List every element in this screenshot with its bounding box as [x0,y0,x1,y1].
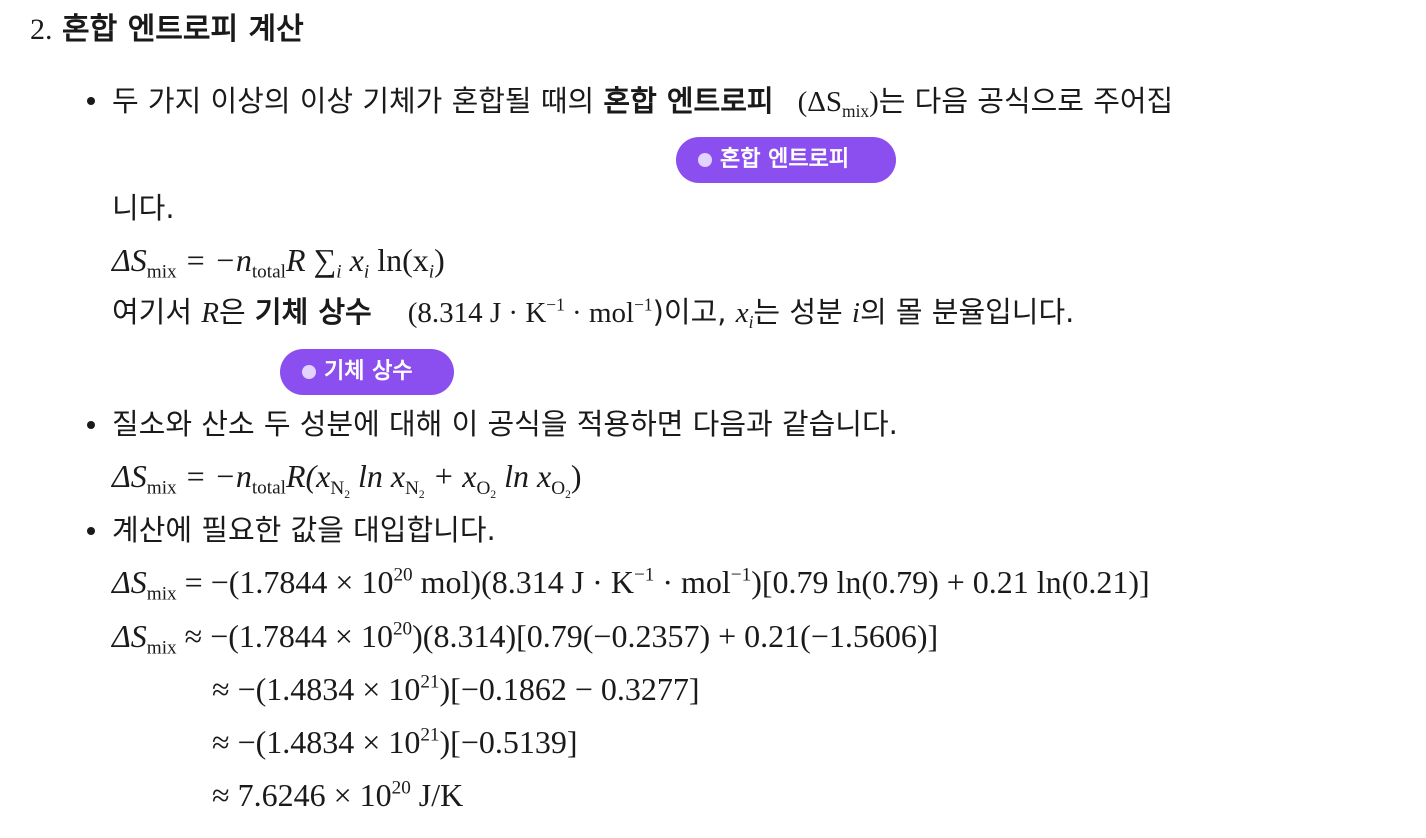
term-pill-gas-constant[interactable]: 기체 상수 [280,349,454,395]
pill-dot-icon [698,153,712,167]
bullet1-wrap: 니다. [112,191,175,225]
list-bullet [87,97,95,105]
gas-constant-note: 여기서 R은 기체 상수 (8.314 J · K−1 · mol−1)이고, x… [112,294,1075,333]
calc-line-4: ≈ −(1.4834 × 1021)[−0.5139] [212,724,578,760]
section-title: 혼합 엔트로피 계산 [62,12,304,47]
calc-line-1: ΔSmix = −(1.7844 × 1020 mol)(8.314 J · K… [112,564,1150,605]
section-heading: 2. 혼합 엔트로피 계산 [30,10,304,50]
pill-label: 혼합 엔트로피 [720,147,850,172]
term-gas-constant[interactable]: 기체 상수 [254,295,372,329]
bullet1-formula: (ΔSmix) [797,86,879,122]
list-bullet [87,527,95,535]
bullet3-text: 계산에 필요한 값을 대입합니다. [112,513,496,547]
bullet1-text-a: 두 가지 이상의 이상 기체가 혼합될 때의 [112,84,604,118]
section-number: 2. [30,13,53,46]
calc-line-3: ≈ −(1.4834 × 1021)[−0.1862 − 0.3277] [212,671,700,707]
calc-result: ≈ 7.6246 × 1020 J/K [212,777,464,813]
pill-label: 기체 상수 [324,359,413,384]
term-mixing-entropy[interactable]: 혼합 엔트로피 [603,84,774,118]
term-pill-mixing-entropy[interactable]: 혼합 엔트로피 [676,137,896,183]
pill-dot-icon [302,365,316,379]
bullet1-text-b: 는 다음 공식으로 주어집 [878,84,1174,118]
bullet1-text: 두 가지 이상의 이상 기체가 혼합될 때의 혼합 엔트로피 (ΔSmix)는 다… [112,81,1173,122]
equation-mixing-entropy: ΔSmix = −ntotalR ∑i xi ln(xi) [112,242,445,283]
bullet2-text: 질소와 산소 두 성분에 대해 이 공식을 적용하면 다음과 같습니다. [112,407,898,441]
list-bullet [87,421,95,429]
calc-line-2: ΔSmix ≈ −(1.7844 × 1020)(8.314)[0.79(−0.… [112,618,939,659]
equation-n2-o2: ΔSmix = −ntotalR(xN2 ln xN2 + xO2 ln xO2… [112,458,582,501]
